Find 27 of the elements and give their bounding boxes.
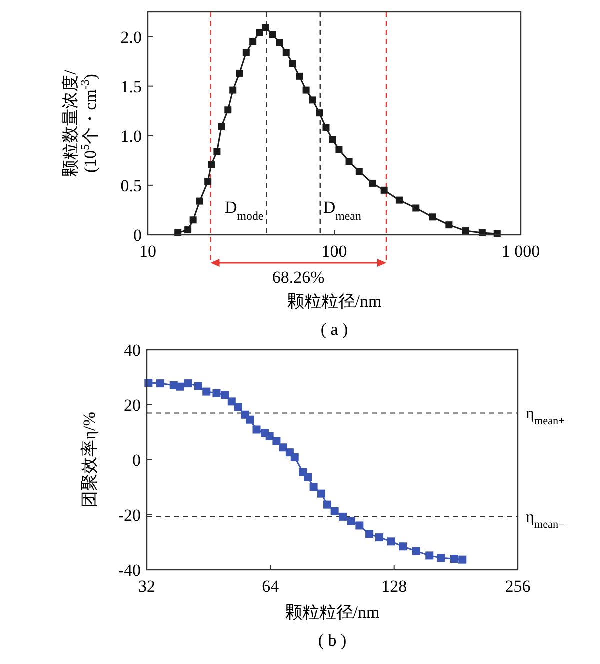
y-tick-label: 40 — [124, 341, 141, 360]
x-tick-label: 32 — [138, 577, 156, 596]
y-tick-label: 0 — [132, 451, 141, 470]
ref-line-label: η$_{mean+}$ — [526, 405, 565, 428]
x-axis-title: 颗粒粒径/nm — [285, 603, 380, 622]
ref-line-label: D$_{mode}$ — [225, 198, 264, 223]
ref-line-label: D$_{mean}$ — [323, 198, 362, 223]
y-tick-label: 1.0 — [120, 126, 142, 146]
y-tick-label: 2.0 — [120, 28, 142, 47]
text: ( a ) — [320, 320, 348, 339]
x-tick-label: 64 — [262, 577, 280, 596]
x-tick-label: 1 000 — [502, 242, 540, 261]
x-tick-label: 10 — [140, 242, 156, 261]
y-axis-title: 团聚效率η/% — [80, 412, 99, 508]
x-tick-label: 256 — [505, 577, 531, 596]
y-tick-label: 20 — [124, 396, 141, 415]
text: ( b ) — [318, 631, 347, 650]
text: 68.26% — [272, 268, 325, 287]
x-axis-title: 颗粒粒径/nm — [287, 292, 382, 311]
y-tick-label: -20 — [118, 506, 141, 525]
y-tick-label: -40 — [118, 561, 141, 580]
y-tick-label: 0 — [134, 226, 142, 245]
x-tick-label: 128 — [382, 577, 408, 596]
x-tick-label: 100 — [322, 242, 348, 261]
y-tick-label: 1.5 — [120, 77, 142, 96]
y-tick-label: 0.5 — [120, 176, 142, 196]
ref-line-label: η$_{mean−}$ — [526, 508, 565, 531]
